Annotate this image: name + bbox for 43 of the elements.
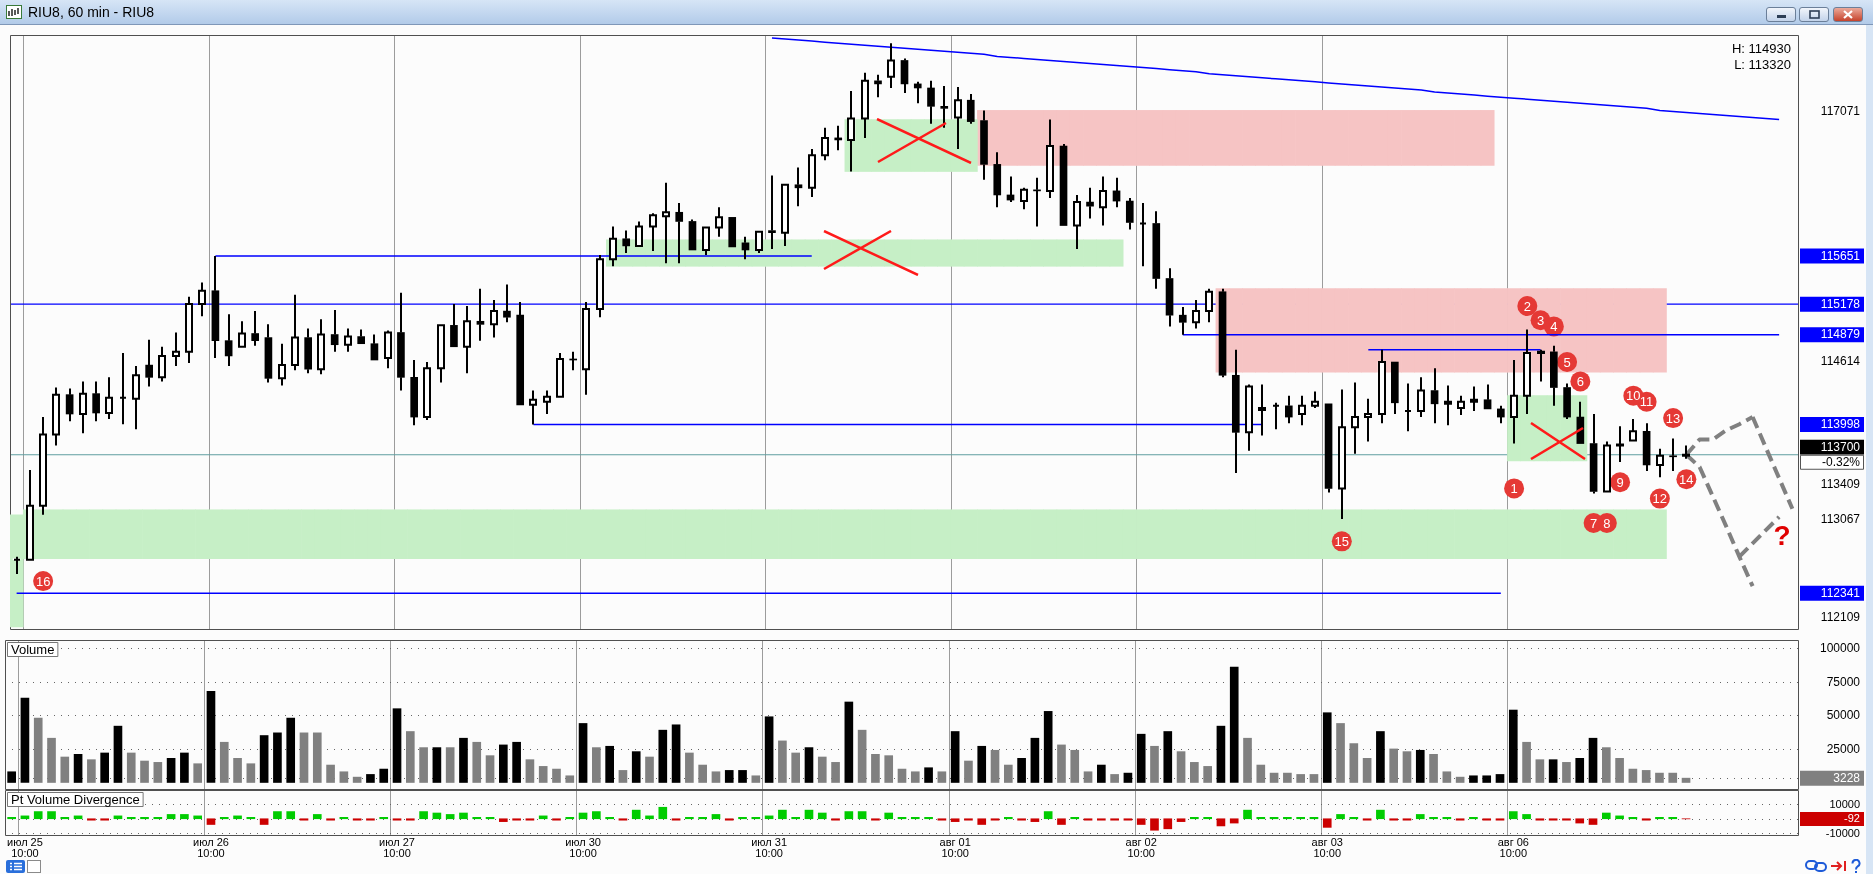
series-label: 10: [1626, 388, 1641, 404]
y-tick-label: 114879: [1820, 327, 1861, 342]
y-tick-label: 75000: [1826, 674, 1861, 689]
x-tick-label: июл 31 10:00: [751, 835, 788, 859]
y-tick-label: 100000: [1819, 641, 1861, 656]
y-tick-label: 50000: [1826, 708, 1861, 723]
series-label: 9: [1616, 474, 1624, 490]
annotation: ?: [1773, 520, 1791, 552]
chart-title: RIU8, 60 min - RIU8: [28, 4, 155, 20]
series-label: 14: [1679, 471, 1694, 487]
y-tick-label: 113409: [1820, 477, 1861, 492]
y-tick-label: 25000: [1826, 741, 1861, 756]
series-label: 6: [1576, 373, 1584, 389]
annotation: L: 113320: [1734, 56, 1791, 72]
x-tick-label: июл 26 10:00: [193, 835, 229, 859]
y-tick-label: 3228: [1833, 770, 1861, 785]
series-label: 13: [1665, 410, 1681, 426]
y-tick-label: -92: [1844, 812, 1860, 825]
x-tick-label: авг 06 10:00: [1497, 835, 1529, 859]
y-tick-label: 115178: [1820, 296, 1861, 311]
y-tick-label: 113700 -0.32%: [1820, 440, 1861, 470]
series-label: 1: [1510, 480, 1518, 496]
y-tick-label: 113067: [1820, 512, 1861, 527]
y-tick-label: -10000: [1825, 826, 1860, 839]
x-tick-label: авг 03 10:00: [1311, 835, 1343, 859]
x-tick-label: июл 25 10:00: [7, 835, 43, 859]
y-tick-label: 112109: [1820, 609, 1861, 624]
y-tick-label: 117071: [1820, 104, 1861, 119]
x-tick-label: июл 30 10:00: [565, 835, 601, 859]
series-label: 16: [35, 573, 51, 589]
series-label: 11: [1639, 394, 1654, 410]
chart-title: Pt Volume Divergence: [11, 791, 140, 807]
y-tick-label: 112341: [1820, 586, 1861, 601]
chart-title: Volume: [11, 641, 55, 657]
x-tick-label: авг 01 10:00: [939, 835, 971, 859]
y-tick-label: 115651: [1820, 248, 1861, 263]
series-label: 12: [1652, 491, 1668, 507]
x-tick-label: июл 27 10:00: [379, 835, 415, 859]
y-tick-label: 114614: [1820, 354, 1861, 369]
annotation: H: 114930: [1731, 40, 1791, 56]
x-tick-label: авг 02 10:00: [1125, 835, 1157, 859]
y-tick-label: 113998: [1820, 417, 1861, 432]
y-tick-label: 10000: [1829, 797, 1860, 810]
